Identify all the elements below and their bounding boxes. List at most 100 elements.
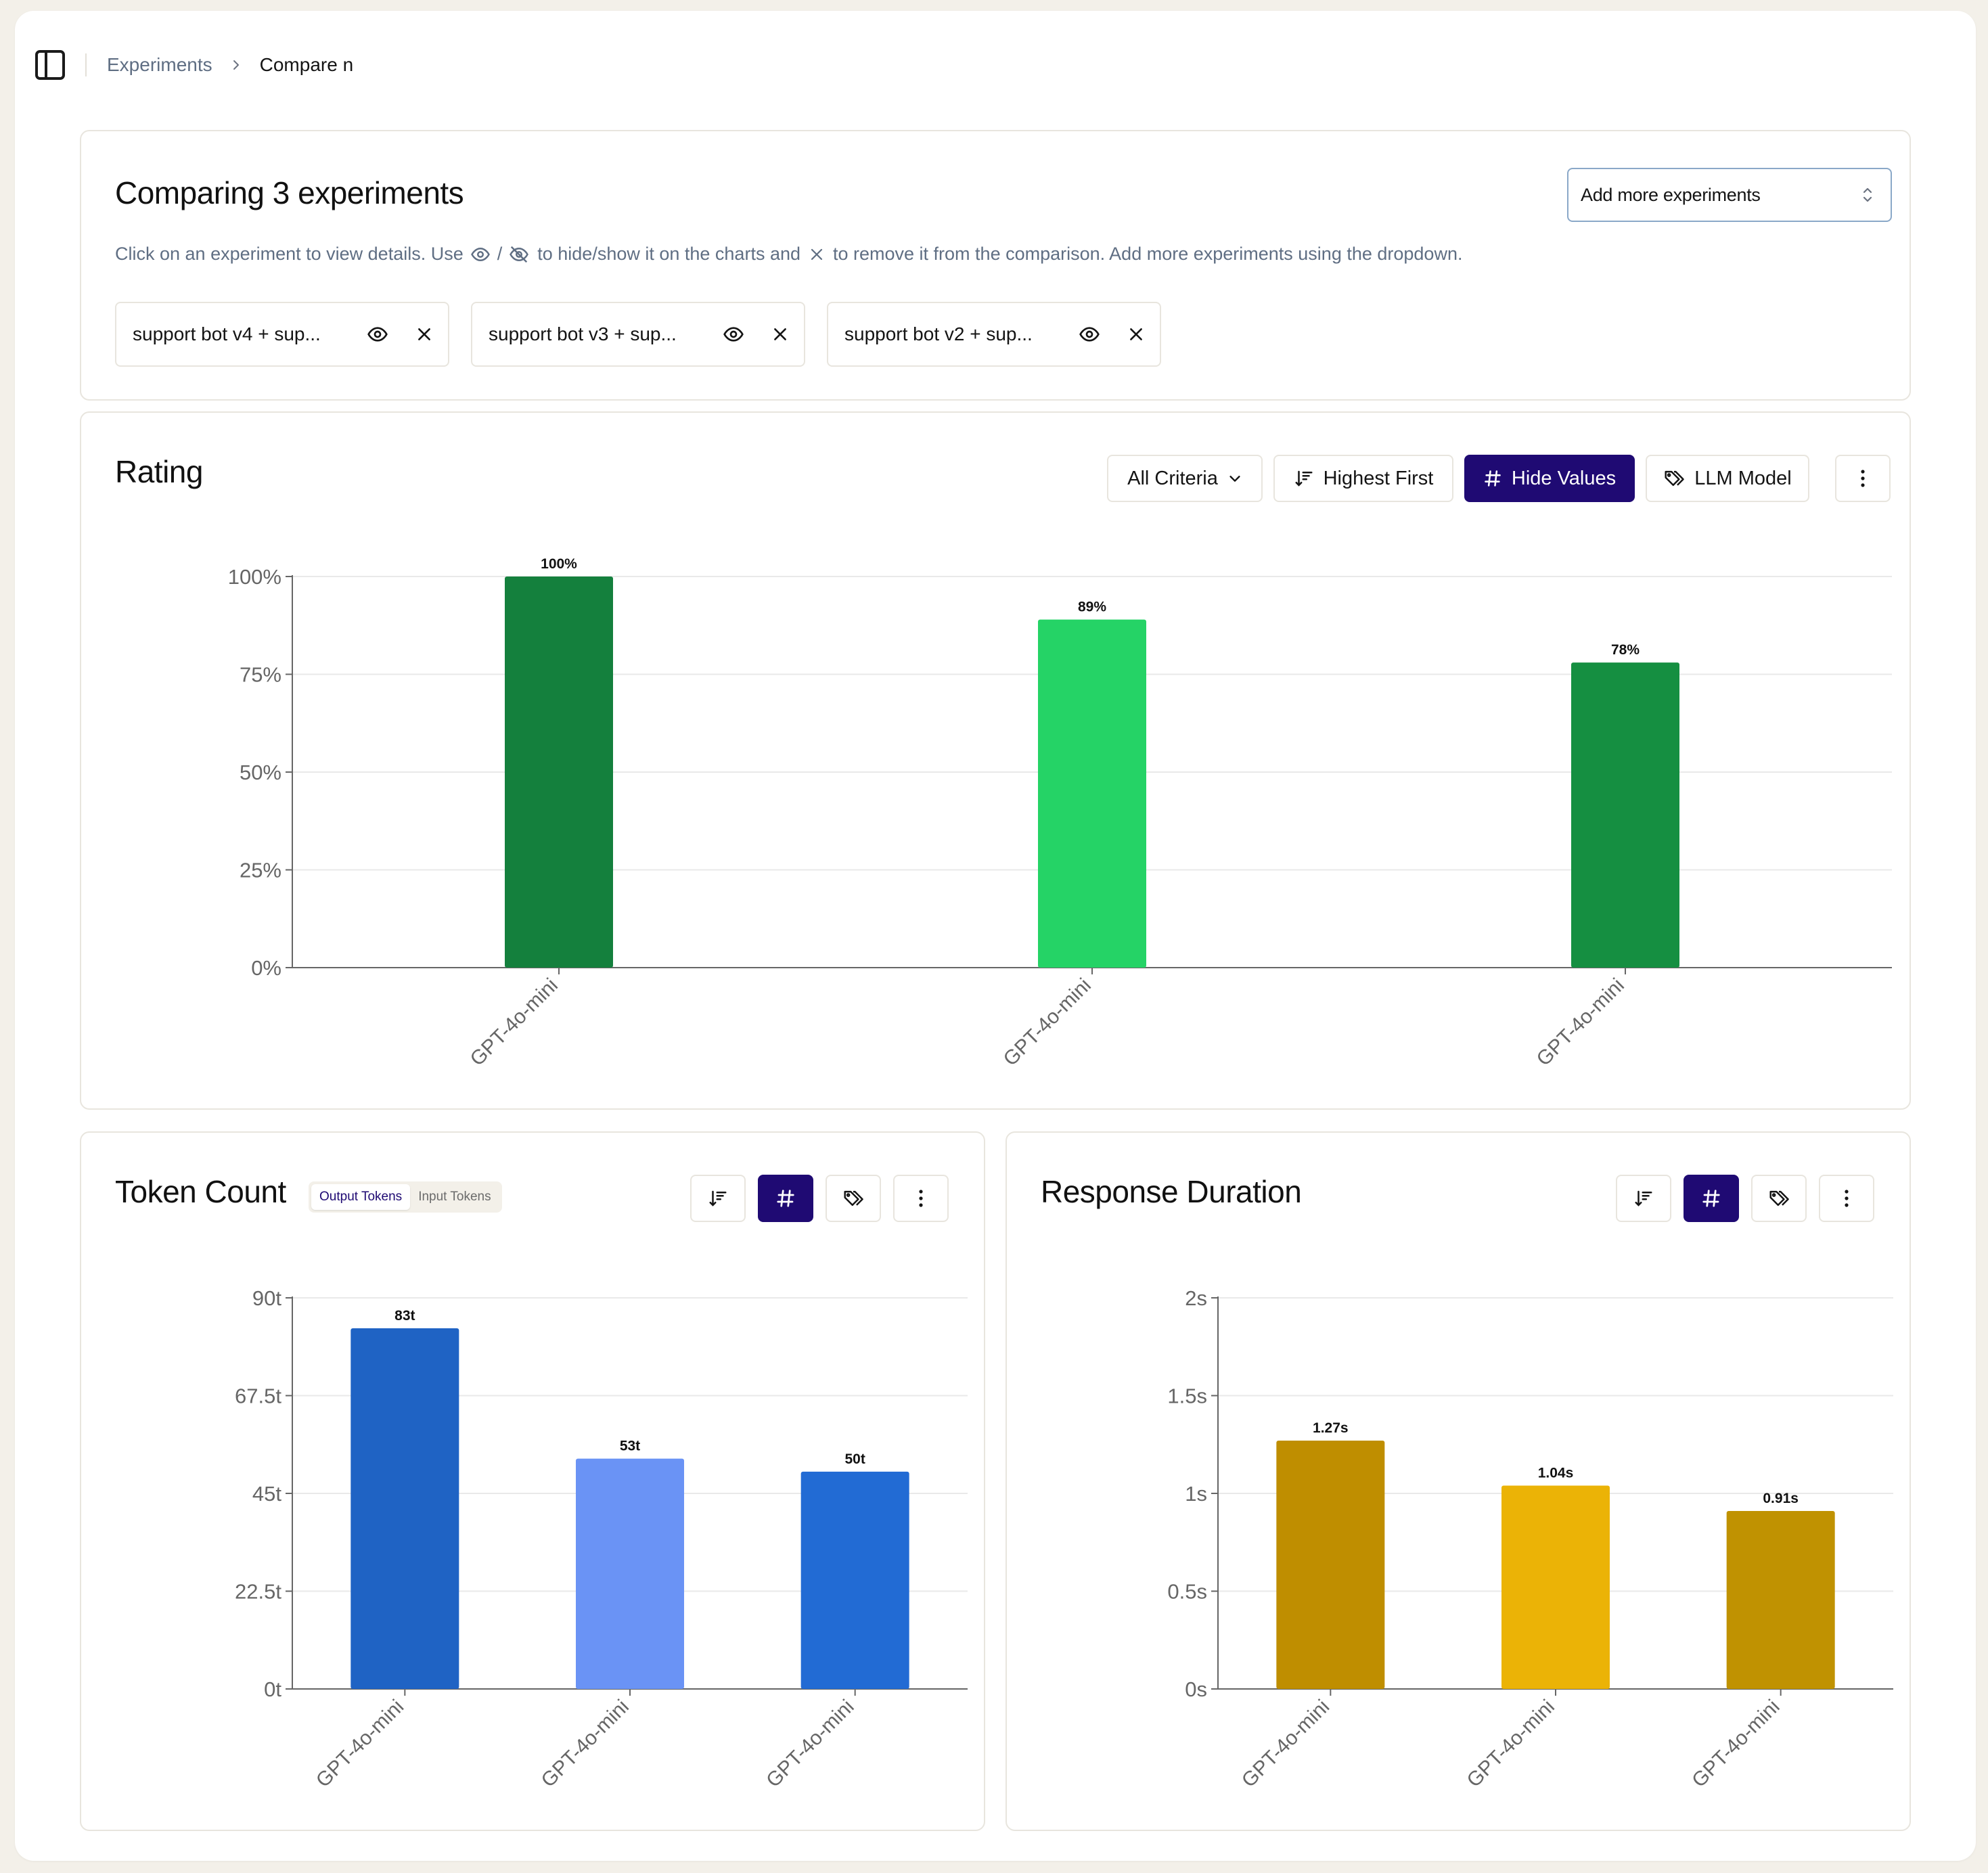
eye-icon[interactable]	[1079, 323, 1100, 345]
token-count-card: Token Count Output Tokens Input Tokens 0	[80, 1131, 985, 1831]
breadcrumb-experiments[interactable]: Experiments	[107, 54, 212, 75]
sort-desc-icon	[1633, 1188, 1654, 1209]
experiment-chip-label: support bot v2 + sup...	[844, 323, 1033, 344]
sort-button[interactable]	[1616, 1175, 1671, 1222]
x-tick-label: GPT-4o-mini	[537, 1696, 633, 1792]
bar-value-label: 0.91s	[1763, 1491, 1799, 1506]
bar	[800, 1471, 909, 1689]
hint-sep: /	[497, 244, 503, 264]
y-tick-label: 67.5t	[235, 1384, 281, 1407]
y-tick-label: 25%	[240, 858, 281, 882]
sort-desc-icon	[708, 1188, 728, 1209]
close-icon[interactable]	[1127, 325, 1145, 343]
bar	[1726, 1511, 1835, 1689]
group-by-button[interactable]	[826, 1175, 881, 1222]
more-options-button[interactable]	[893, 1175, 949, 1222]
experiment-chip[interactable]: support bot v3 + sup...	[471, 302, 805, 367]
y-tick-label: 0t	[264, 1677, 281, 1701]
y-tick-label: 0%	[251, 956, 281, 980]
y-tick-label: 50%	[240, 761, 281, 784]
rating-chart: 0% 25% 50% 75% 100% 100% GPT-4o-mini 89% GPT-4o-…	[228, 556, 1892, 1070]
rating-title: Rating	[115, 454, 203, 489]
bar	[1571, 662, 1679, 968]
bar-value-label: 50t	[844, 1451, 865, 1467]
token-count-title: Token Count	[115, 1174, 286, 1209]
bar-value-label: 1.04s	[1538, 1465, 1574, 1481]
input-tokens-tab[interactable]: Input Tokens	[418, 1190, 491, 1204]
x-tick-label: GPT-4o-mini	[466, 974, 562, 1070]
more-vertical-icon	[918, 1189, 924, 1208]
tags-icon	[842, 1188, 864, 1209]
hide-values-button[interactable]	[758, 1175, 813, 1222]
x-tick-label: GPT-4o-mini	[999, 974, 1095, 1070]
eye-icon[interactable]	[367, 323, 388, 345]
criteria-dropdown[interactable]: All Criteria	[1107, 455, 1263, 502]
tags-icon	[1768, 1188, 1790, 1209]
tags-icon	[1663, 468, 1685, 489]
x-tick-label: GPT-4o-mini	[1688, 1696, 1784, 1792]
experiment-chip-label: support bot v4 + sup...	[133, 323, 321, 344]
x-tick-label: GPT-4o-mini	[762, 1696, 858, 1792]
breadcrumb-current: Compare n	[259, 54, 354, 75]
output-tokens-tab[interactable]: Output Tokens	[311, 1184, 411, 1210]
add-more-experiments-select[interactable]: Add more experiments	[1567, 168, 1892, 222]
compare-card: Comparing 3 experiments Click on an expe…	[80, 130, 1911, 401]
y-tick-label: 90t	[252, 1286, 281, 1310]
hide-values-label: Hide Values	[1511, 467, 1617, 489]
bar	[1501, 1485, 1610, 1689]
experiment-chip[interactable]: support bot v2 + sup...	[827, 302, 1161, 367]
response-duration-title: Response Duration	[1041, 1174, 1302, 1209]
eye-off-icon	[509, 244, 529, 265]
y-tick-label: 100%	[228, 565, 281, 589]
bar-value-label: 89%	[1078, 600, 1106, 615]
bar-value-label: 1.27s	[1313, 1420, 1349, 1436]
close-icon[interactable]	[415, 325, 433, 343]
breadcrumb: Experiments Compare n	[107, 54, 353, 76]
more-options-button[interactable]	[1819, 1175, 1874, 1222]
close-icon[interactable]	[771, 325, 789, 343]
sort-button[interactable]: Highest First	[1273, 455, 1453, 502]
more-options-button[interactable]	[1835, 455, 1891, 502]
chevron-down-icon	[1227, 471, 1242, 486]
sort-label: Highest First	[1323, 467, 1434, 489]
bar	[1038, 619, 1146, 968]
eye-icon[interactable]	[723, 323, 744, 345]
y-tick-label: 2s	[1185, 1286, 1207, 1310]
divider	[85, 53, 87, 76]
bar	[1276, 1440, 1385, 1689]
chevron-up-down-icon	[1859, 185, 1876, 205]
experiment-chip[interactable]: support bot v4 + sup...	[115, 302, 449, 367]
token-type-toggle: Output Tokens Input Tokens	[309, 1181, 502, 1213]
hide-values-button[interactable]	[1684, 1175, 1739, 1222]
hash-icon	[1701, 1188, 1721, 1209]
group-by-button[interactable]	[1751, 1175, 1807, 1222]
bar	[505, 577, 613, 968]
hide-values-button[interactable]: Hide Values	[1464, 455, 1635, 502]
rating-card: Rating All Criteria Highest First Hide V…	[80, 411, 1911, 1110]
more-vertical-icon	[1844, 1189, 1849, 1208]
response-duration-chart: 0s 0.5s 1s 1.5s 2s 1.27s GPT-4o-mini 1.04s GPT-4…	[1167, 1286, 1893, 1792]
top-bar: Experiments Compare n	[35, 49, 353, 81]
compare-title: Comparing 3 experiments	[115, 175, 464, 210]
more-vertical-icon	[1860, 469, 1866, 488]
y-tick-label: 75%	[240, 662, 281, 686]
group-by-label: LLM Model	[1694, 467, 1792, 489]
hash-icon	[1483, 469, 1502, 488]
compare-hint: Click on an experiment to view details. …	[115, 244, 1462, 265]
response-duration-card: Response Duration 0s 0.5s 1s 1.5s 2s 1.27s GPT…	[1006, 1131, 1911, 1831]
x-tick-label: GPT-4o-mini	[1238, 1696, 1334, 1792]
criteria-label: All Criteria	[1127, 467, 1218, 489]
x-tick-label: GPT-4o-mini	[1533, 974, 1629, 1070]
bar-value-label: 83t	[394, 1308, 415, 1324]
eye-icon	[470, 244, 491, 265]
group-by-button[interactable]: LLM Model	[1646, 455, 1809, 502]
close-icon	[809, 246, 825, 263]
y-tick-label: 0.5s	[1167, 1579, 1207, 1603]
x-tick-label: GPT-4o-mini	[312, 1696, 408, 1792]
sort-desc-icon	[1294, 468, 1314, 489]
bar-value-label: 78%	[1611, 642, 1640, 658]
sort-button[interactable]	[690, 1175, 746, 1222]
add-more-label: Add more experiments	[1581, 184, 1761, 205]
hint-text-3: to remove it from the comparison. Add mo…	[833, 244, 1463, 264]
sidebar-toggle-icon[interactable]	[35, 50, 65, 80]
